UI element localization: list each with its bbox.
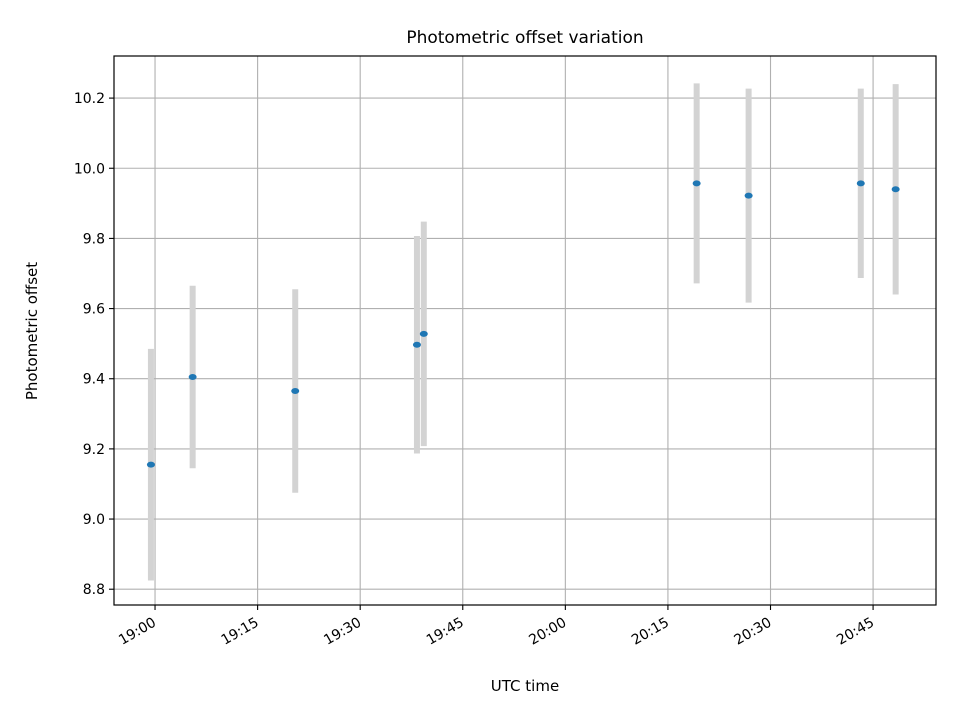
y-tick-label: 10.2 <box>74 91 105 107</box>
data-point <box>692 180 701 187</box>
x-tick-label: 20:15 <box>629 615 672 649</box>
y-tick-label: 9.4 <box>83 372 105 388</box>
grid <box>114 56 936 605</box>
x-axis-label: UTC time <box>491 677 559 695</box>
data-point <box>188 373 197 380</box>
data-point <box>419 330 428 337</box>
data-point <box>412 341 421 348</box>
data-points <box>146 180 900 468</box>
y-tick-label: 8.8 <box>83 582 105 598</box>
error-bars <box>147 83 899 581</box>
x-tick-label: 20:00 <box>526 615 569 649</box>
chart-title: Photometric offset variation <box>406 28 643 48</box>
x-tick-label: 19:00 <box>116 615 159 649</box>
plot-area-frame <box>113 55 937 606</box>
y-tick-label: 9.2 <box>83 442 105 458</box>
data-point <box>291 388 300 395</box>
x-tick-label: 19:30 <box>321 615 364 649</box>
x-tick-label: 19:45 <box>424 615 467 649</box>
data-point <box>744 192 753 199</box>
y-tick-label: 9.8 <box>83 231 105 247</box>
data-point <box>146 461 155 468</box>
x-tick-label: 20:45 <box>834 615 877 649</box>
data-point <box>891 186 900 193</box>
y-tick-label: 9.0 <box>83 512 105 528</box>
x-tick-label: 19:15 <box>219 615 262 649</box>
y-tick-label: 9.6 <box>83 302 105 318</box>
y-axis-label: Photometric offset <box>23 262 41 400</box>
x-tick-label: 20:30 <box>732 615 775 649</box>
y-tick-label: 10.0 <box>74 161 105 177</box>
data-point <box>856 180 865 187</box>
